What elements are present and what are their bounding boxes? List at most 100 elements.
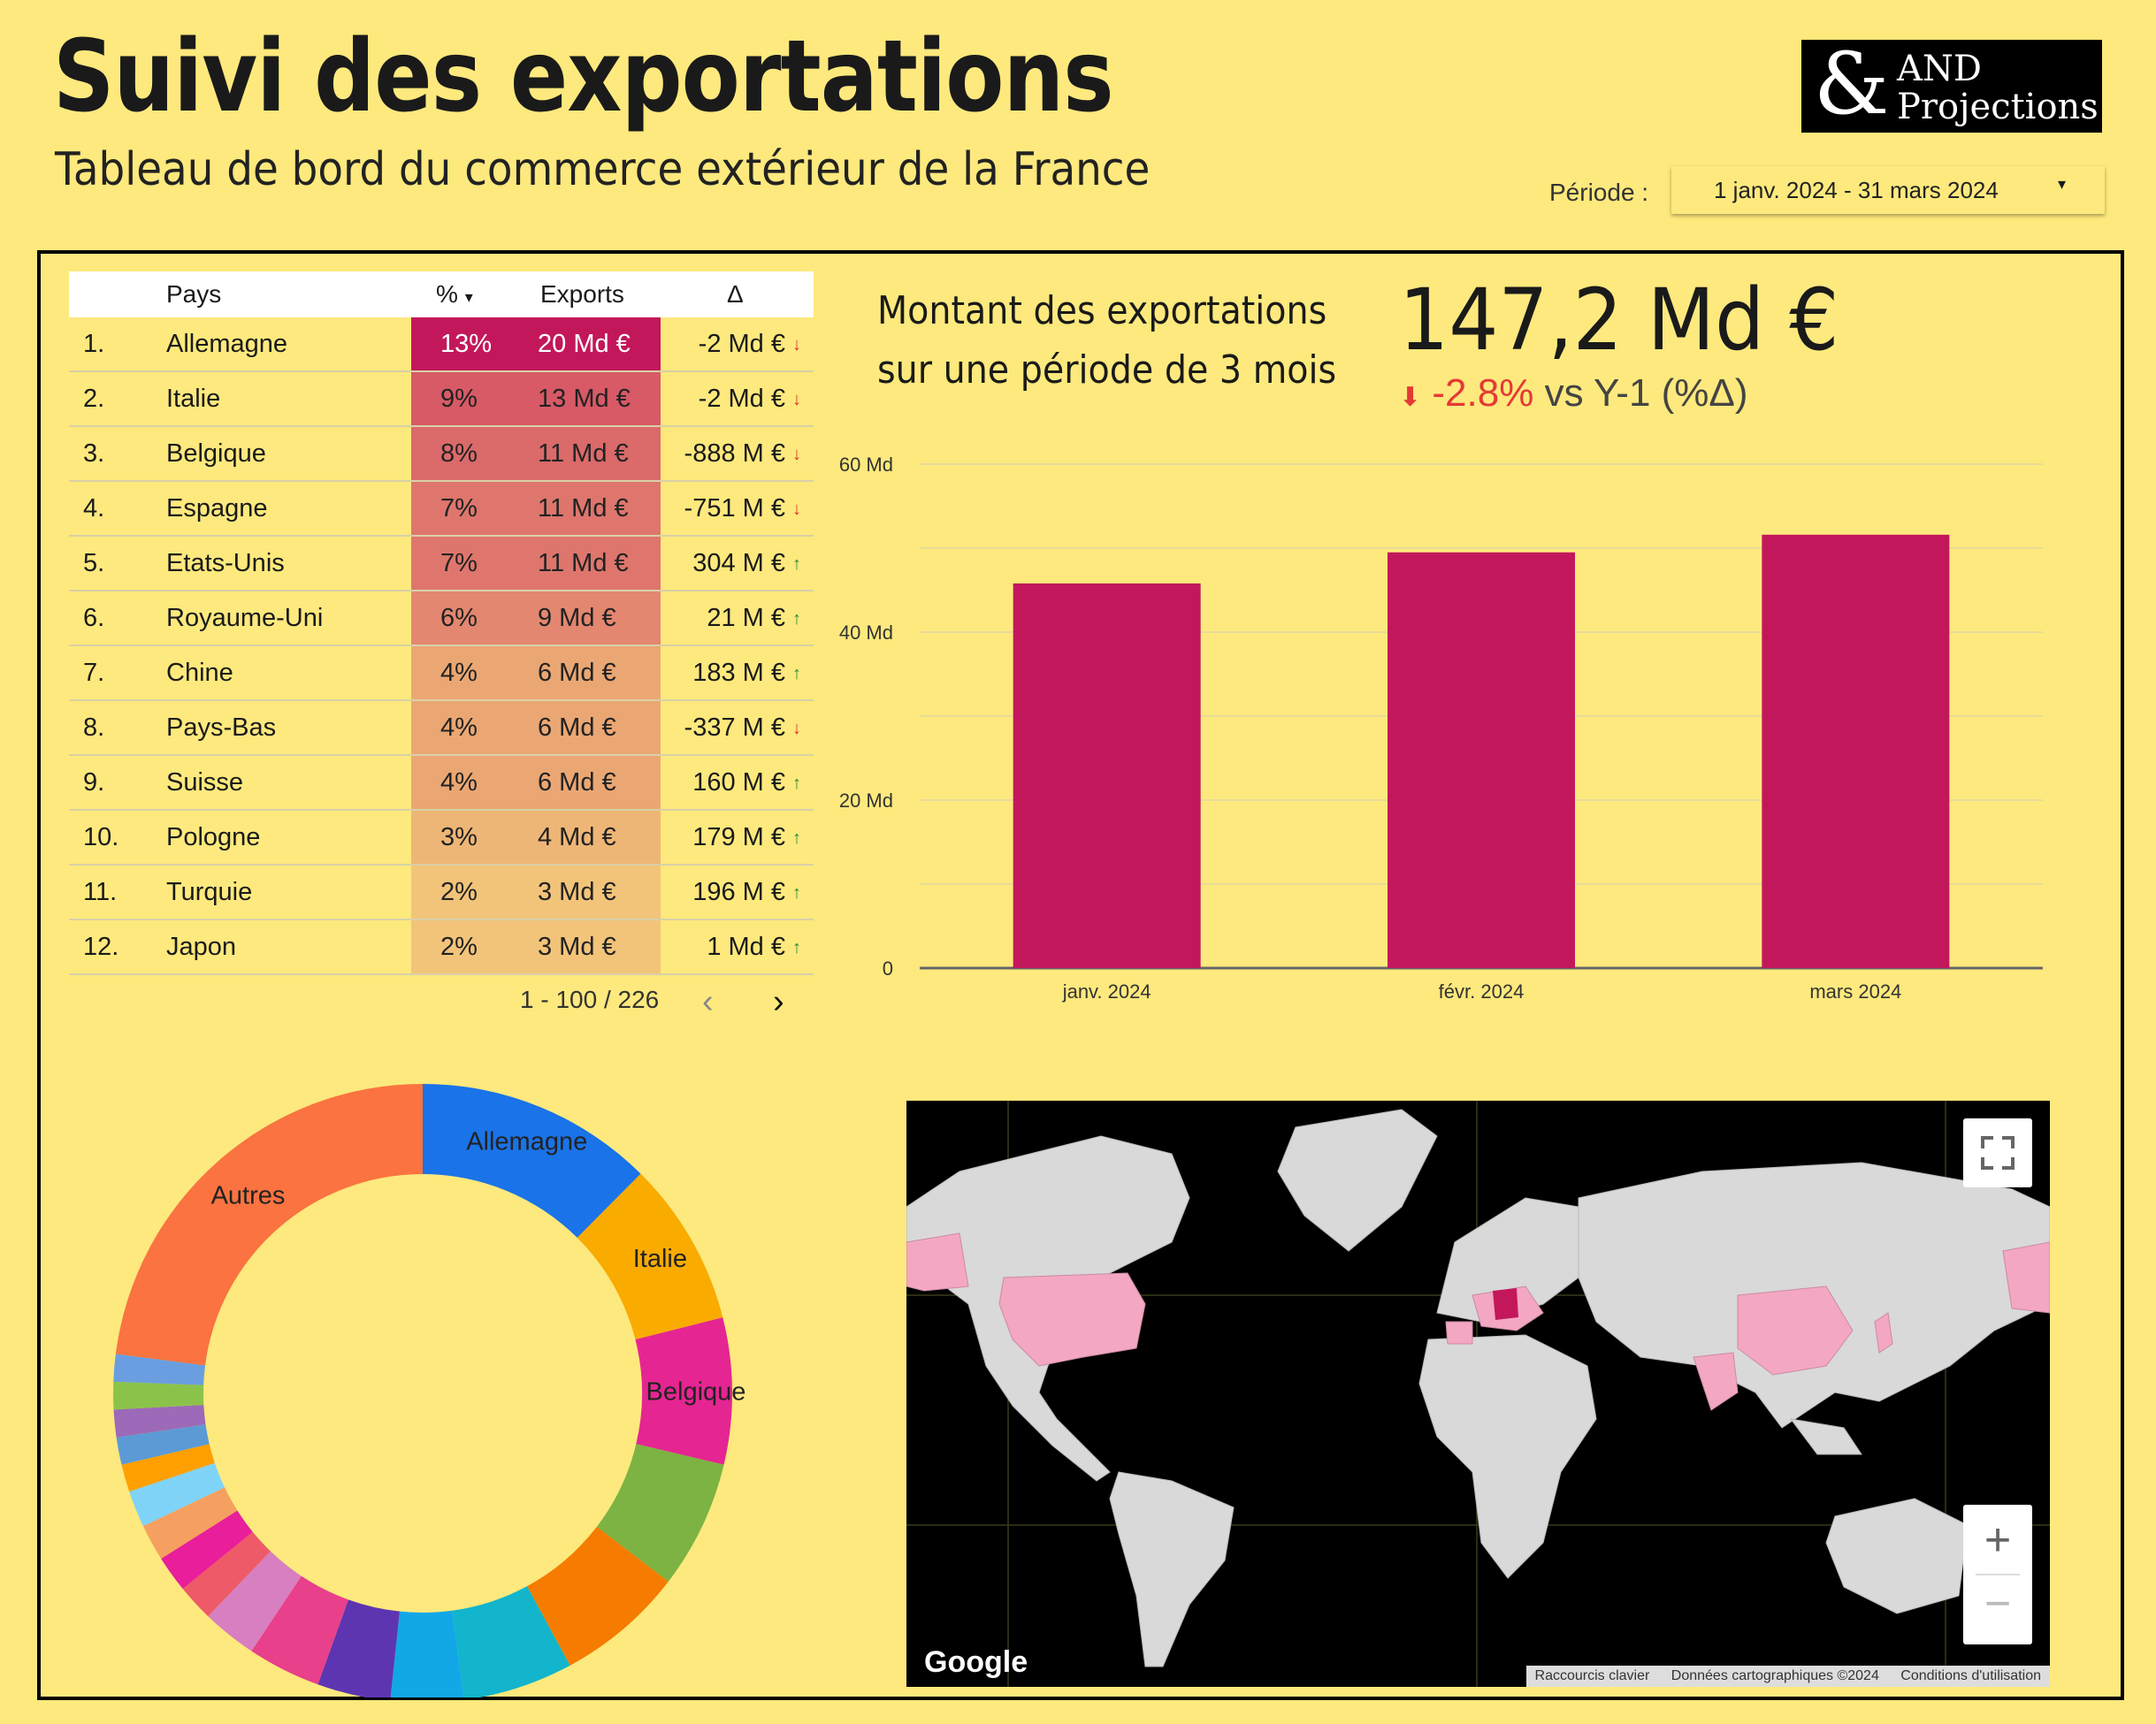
period-label: Période : <box>1549 179 1649 206</box>
donut-slice[interactable] <box>113 1381 204 1410</box>
row-country: Allemagne <box>166 330 288 358</box>
map-keyboard-shortcuts-link[interactable]: Raccourcis clavier <box>1534 1668 1650 1683</box>
table-body: 1. Allemagne 13% 20 Md € -2 Md € ↓ 2. Italie 9% 1… <box>69 317 814 975</box>
heat-cell <box>411 920 661 973</box>
row-delta: 304 M € <box>692 549 785 577</box>
row-delta: -751 M € <box>684 494 785 523</box>
bar[interactable] <box>1388 552 1575 968</box>
table-row[interactable]: 7. Chine 4% 6 Md € 183 M € ↑ <box>69 646 814 701</box>
arrow-down-icon: ↓ <box>792 390 801 409</box>
donut-slice[interactable] <box>527 1526 669 1666</box>
logo: & AND Projections <box>1801 34 2102 133</box>
donut-slice[interactable] <box>251 1575 348 1685</box>
row-pct: 4% <box>440 713 478 742</box>
donut-slice[interactable] <box>208 1551 302 1652</box>
header-country[interactable]: Pays <box>166 280 222 308</box>
row-exports: 9 Md € <box>538 604 616 632</box>
donut-slice[interactable] <box>390 1610 464 1697</box>
donut-slice[interactable] <box>116 1424 210 1465</box>
donut-slice[interactable] <box>452 1586 570 1697</box>
period-date-picker[interactable]: 1 janv. 2024 - 31 mars 2024 ▾ <box>1671 166 2105 214</box>
row-country: Pologne <box>166 823 261 851</box>
header-pct[interactable]: % ▾ <box>436 280 473 309</box>
map-highlight-canada-alaska <box>906 1232 969 1292</box>
map-land-south-america <box>1109 1471 1235 1667</box>
row-country: Pays-Bas <box>166 713 277 742</box>
map-land-australia <box>1825 1498 1969 1614</box>
row-rank: 6. <box>83 604 105 632</box>
table-row[interactable]: 8. Pays-Bas 4% 6 Md € -337 M € ↓ <box>69 701 814 756</box>
donut-slice[interactable] <box>317 1599 400 1697</box>
heat-cell <box>411 482 661 535</box>
pagination-next-button[interactable]: › <box>773 983 784 1020</box>
donut-slice[interactable] <box>635 1317 732 1465</box>
table-row[interactable]: 9. Suisse 4% 6 Md € 160 M € ↑ <box>69 756 814 811</box>
donut-slice[interactable] <box>115 1084 423 1366</box>
donut-slice[interactable] <box>423 1084 641 1238</box>
row-exports: 4 Md € <box>538 823 616 851</box>
table-row[interactable]: 10. Pologne 3% 4 Md € 179 M € ↑ <box>69 811 814 866</box>
arrow-up-icon: ↑ <box>792 883 801 903</box>
row-rank: 10. <box>83 823 119 851</box>
table-row[interactable]: 4. Espagne 7% 11 Md € -751 M € ↓ <box>69 482 814 537</box>
row-rank: 8. <box>83 713 105 742</box>
row-country: Belgique <box>166 439 266 468</box>
donut-slice[interactable] <box>161 1510 253 1590</box>
zoom-separator <box>1976 1574 2020 1575</box>
arrow-up-icon: ↑ <box>792 774 801 793</box>
map-fullscreen-button[interactable] <box>1963 1118 2032 1187</box>
row-delta: -888 M € <box>684 439 785 468</box>
logo-line2: Projections <box>1897 87 2099 127</box>
map-highlight-spain <box>1445 1321 1473 1345</box>
row-country: Chine <box>166 659 233 687</box>
period-value: 1 janv. 2024 - 31 mars 2024 <box>1714 177 1999 203</box>
bar[interactable] <box>1013 583 1201 968</box>
donut-slice[interactable] <box>113 1405 206 1438</box>
arrow-down-icon: ↓ <box>792 335 801 355</box>
row-rank: 1. <box>83 330 105 358</box>
row-country: Royaume-Uni <box>166 604 324 632</box>
donut-slice[interactable] <box>182 1531 271 1617</box>
row-country: Japon <box>166 933 237 961</box>
world-map[interactable]: + − Google Raccourcis clavier Données ca… <box>906 1101 2050 1687</box>
row-delta: 179 M € <box>692 823 785 851</box>
row-pct: 13% <box>440 330 493 358</box>
world-map-canvas[interactable] <box>906 1101 2050 1687</box>
donut-slice[interactable] <box>113 1354 206 1385</box>
row-pct: 6% <box>440 604 478 632</box>
table-row[interactable]: 2. Italie 9% 13 Md € -2 Md € ↓ <box>69 372 814 427</box>
row-pct: 2% <box>440 878 478 906</box>
row-pct: 7% <box>440 494 478 523</box>
table-row[interactable]: 3. Belgique 8% 11 Md € -888 M € ↓ <box>69 427 814 482</box>
page-subtitle: Tableau de bord du commerce extérieur de… <box>55 143 1151 196</box>
table-row[interactable]: 5. Etats-Unis 7% 11 Md € 304 M € ↑ <box>69 537 814 591</box>
table-row[interactable]: 1. Allemagne 13% 20 Md € -2 Md € ↓ <box>69 317 814 372</box>
y-tick-label: 20 Md <box>839 790 893 812</box>
arrow-up-icon: ↑ <box>792 609 801 629</box>
table-row[interactable]: 11. Turquie 2% 3 Md € 196 M € ↑ <box>69 866 814 920</box>
heat-cell <box>411 811 661 864</box>
map-zoom-out-button[interactable]: − <box>1984 1578 2012 1629</box>
table-row[interactable]: 12. Japon 2% 3 Md € 1 Md € ↑ <box>69 920 814 975</box>
header-delta[interactable]: Δ <box>727 280 744 308</box>
donut-slice[interactable] <box>596 1444 724 1582</box>
donut-slice[interactable] <box>129 1462 225 1527</box>
map-land-islands <box>1789 1418 1862 1455</box>
row-country: Espagne <box>166 494 268 523</box>
heat-cell <box>411 317 661 370</box>
donut-slice[interactable] <box>577 1173 723 1340</box>
donut-slice[interactable] <box>121 1444 215 1492</box>
pagination-prev-button[interactable]: ‹ <box>702 983 714 1020</box>
row-exports: 11 Md € <box>538 439 629 468</box>
donut-slice-label: Autres <box>211 1182 286 1210</box>
row-country: Turquie <box>166 878 253 906</box>
map-terms-link[interactable]: Conditions d'utilisation <box>1900 1668 2041 1683</box>
row-rank: 5. <box>83 549 105 577</box>
map-zoom-in-button[interactable]: + <box>1984 1514 2012 1566</box>
bar[interactable] <box>1762 534 1950 968</box>
row-delta: -2 Md € <box>698 385 785 413</box>
table-row[interactable]: 6. Royaume-Uni 6% 9 Md € 21 M € ↑ <box>69 591 814 646</box>
donut-slice-label: Belgique <box>646 1378 746 1407</box>
header-exports[interactable]: Exports <box>540 280 624 308</box>
donut-slice[interactable] <box>142 1487 238 1560</box>
